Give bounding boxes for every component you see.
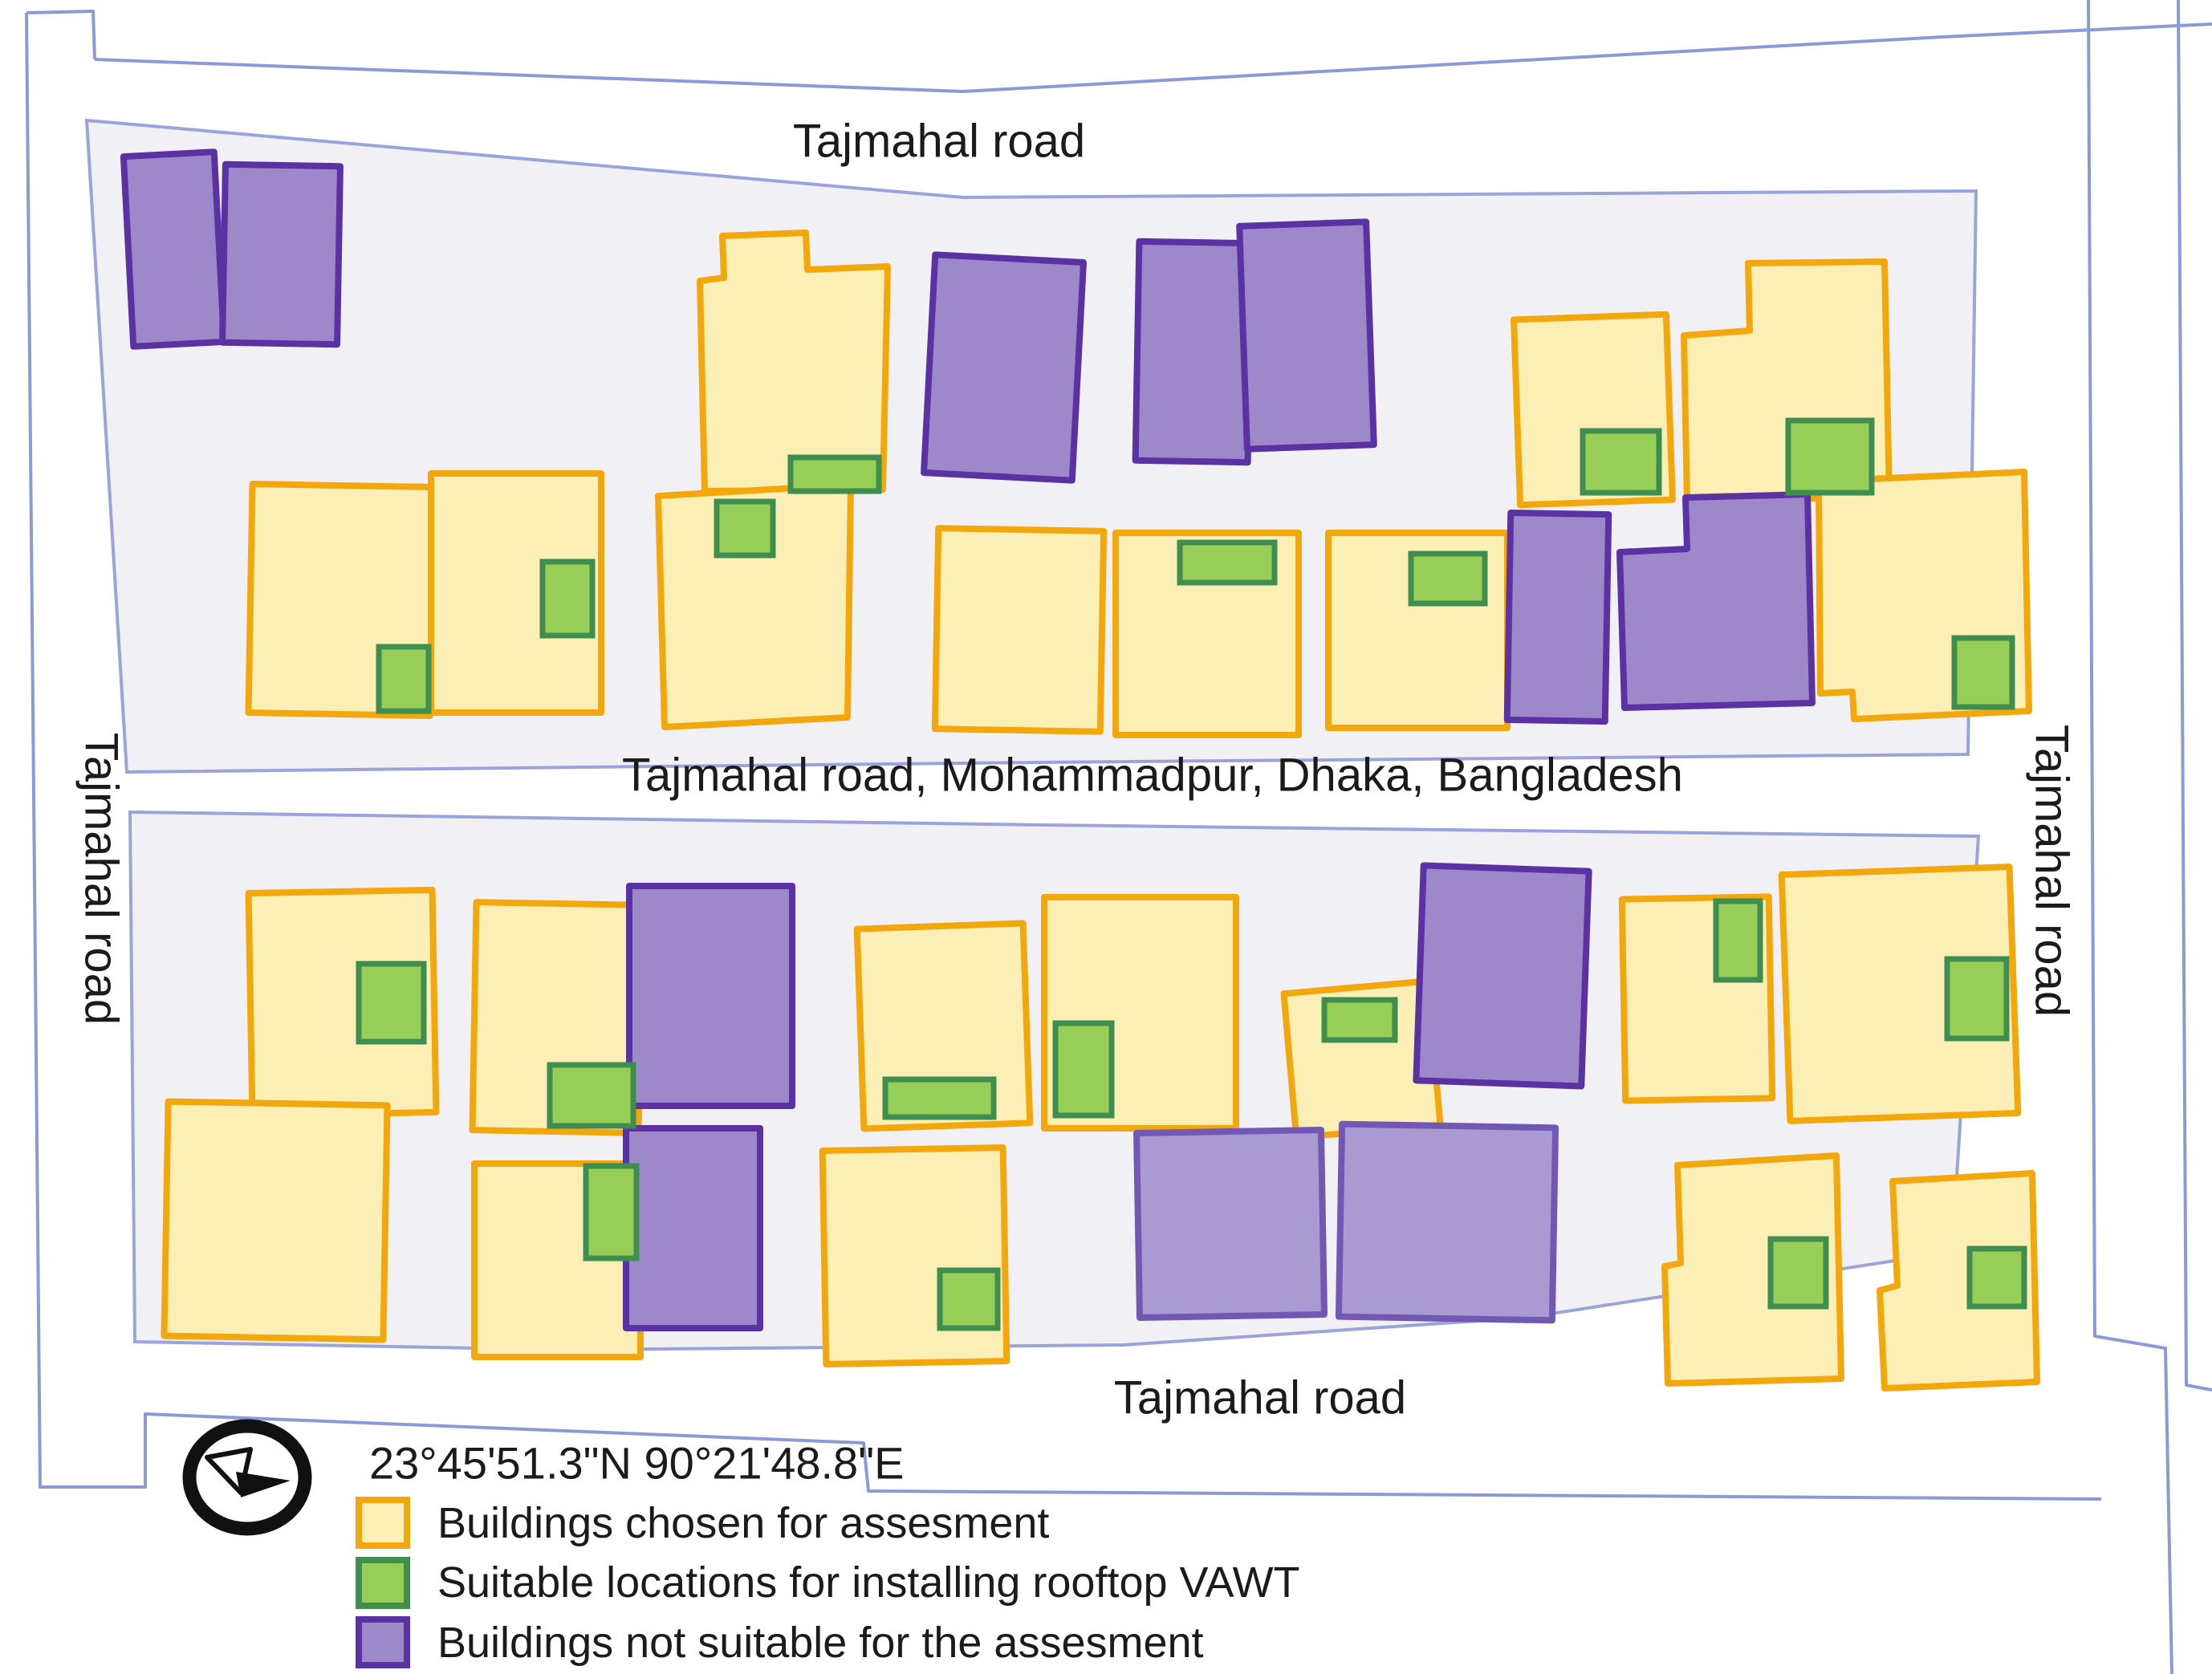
legend-item-excluded: Buildings not suitable for the assesment [356, 1616, 1204, 1668]
building-chosen [697, 230, 891, 494]
building-chosen [655, 481, 854, 730]
vawt-location [882, 1076, 997, 1120]
road-lines [25, 0, 2212, 1674]
vawt-locations-layer [356, 417, 2027, 1331]
building-chosen [1778, 863, 2022, 1124]
legend: Buildings chosen for assesment Suitable … [356, 1497, 1300, 1668]
vawt-location [1951, 635, 2015, 710]
road-label-right: Tajmahal road [2026, 725, 2078, 1017]
vawt-location [1052, 1020, 1115, 1119]
right-outer-boundary [2177, 0, 2212, 1392]
legend-swatch-vawt [356, 1557, 410, 1609]
building-excluded [219, 160, 344, 348]
vawt-location [1321, 997, 1398, 1043]
vawt-location [583, 1163, 640, 1262]
building-excluded [1503, 509, 1612, 725]
building-excluded [626, 883, 795, 1109]
building-chosen [819, 1144, 1010, 1367]
building-chosen [1877, 1170, 2040, 1392]
vawt-location [937, 1267, 1001, 1331]
top-left-notch [26, 10, 96, 60]
gps-coordinates: 23°45'51.3"N 90°21'48.8"E [369, 1438, 904, 1489]
vawt-location [1944, 956, 2010, 1042]
road-label-bottom: Tajmahal road [1114, 1372, 1406, 1424]
road-label-top: Tajmahal road [793, 116, 1085, 168]
building-excluded [120, 148, 228, 350]
road-label-middle: Tajmahal road, Mohammadpur, Dhaka, Bangl… [622, 750, 1683, 802]
top-boundary [94, 22, 2212, 93]
vawt-location [1713, 898, 1763, 983]
vawt-location [1966, 1245, 2027, 1310]
building-chosen [1661, 1152, 1844, 1387]
vawt-location [787, 454, 882, 494]
building-excluded [623, 1125, 763, 1331]
vawt-location [714, 498, 776, 559]
building-excluded [1413, 862, 1592, 1090]
vawt-location [547, 1062, 636, 1129]
legend-item-vawt: Suitable locations for installing roofto… [356, 1557, 1300, 1609]
legend-swatch-excluded [356, 1616, 410, 1668]
legend-label-vawt: Suitable locations for installing roofto… [437, 1558, 1300, 1607]
vawt-location [1177, 539, 1278, 586]
compass-filled-arrow [236, 1472, 291, 1497]
building-excluded [1132, 238, 1255, 466]
vawt-location [1580, 428, 1662, 496]
building-excluded [1236, 218, 1377, 453]
right-inner-boundary [2087, 0, 2173, 1674]
vawt-location [356, 961, 427, 1045]
vawt-location [1408, 551, 1488, 607]
vawt-location [1767, 1236, 1829, 1310]
legend-label-excluded: Buildings not suitable for the assesment [437, 1619, 1204, 1667]
legend-label-chosen: Buildings chosen for assesment [437, 1499, 1049, 1547]
left-and-bottom-boundary [25, 12, 2102, 1501]
legend-swatch-chosen [356, 1497, 410, 1549]
building-excluded_light [1335, 1120, 1559, 1324]
building-excluded_light [1133, 1127, 1328, 1321]
building-chosen [161, 1098, 391, 1343]
compass-icon [182, 1419, 312, 1536]
building-excluded [921, 251, 1087, 484]
vawt-location [1785, 417, 1875, 496]
vawt-location [539, 559, 596, 639]
building-chosen [931, 525, 1108, 735]
vawt-location [376, 644, 432, 714]
road-label-left: Tajmahal road [75, 733, 128, 1025]
legend-item-chosen: Buildings chosen for assesment [356, 1497, 1049, 1549]
